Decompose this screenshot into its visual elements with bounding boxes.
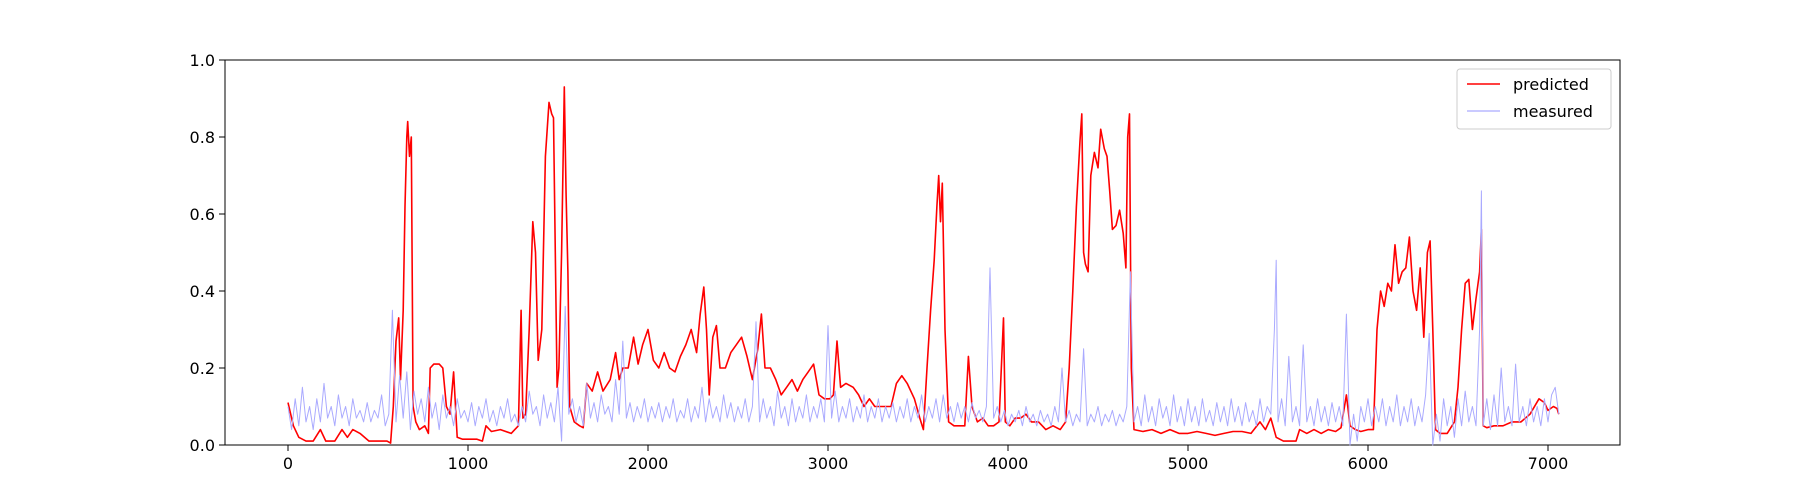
y-tick-label: 0.2 — [190, 359, 215, 378]
series-line-predicted — [287, 86, 1560, 444]
legend: predicted measured — [1456, 68, 1612, 130]
y-tick-label: 1.0 — [190, 51, 215, 70]
x-tick-label: 7000 — [1528, 454, 1569, 473]
x-axis: 0 1000 2000 3000 4000 5000 6000 7000 — [283, 445, 1568, 473]
y-tick-label: 0.6 — [190, 205, 215, 224]
y-tick-label: 0.0 — [190, 436, 215, 455]
x-tick-label: 3000 — [808, 454, 849, 473]
y-tick-label: 0.8 — [190, 128, 215, 147]
series-line-measured — [287, 190, 1560, 446]
series-layer — [287, 86, 1560, 446]
y-axis: 0.0 0.2 0.4 0.6 0.8 1.0 — [190, 51, 225, 455]
y-tick-label: 0.4 — [190, 282, 215, 301]
legend-label-predicted: predicted — [1513, 75, 1589, 94]
x-tick-label: 6000 — [1348, 454, 1389, 473]
legend-label-measured: measured — [1513, 102, 1593, 121]
plot-area — [224, 59, 1621, 446]
x-tick-label: 5000 — [1168, 454, 1209, 473]
x-tick-label: 2000 — [628, 454, 669, 473]
x-tick-label: 4000 — [988, 454, 1029, 473]
x-tick-label: 1000 — [448, 454, 489, 473]
x-tick-label: 0 — [283, 454, 293, 473]
